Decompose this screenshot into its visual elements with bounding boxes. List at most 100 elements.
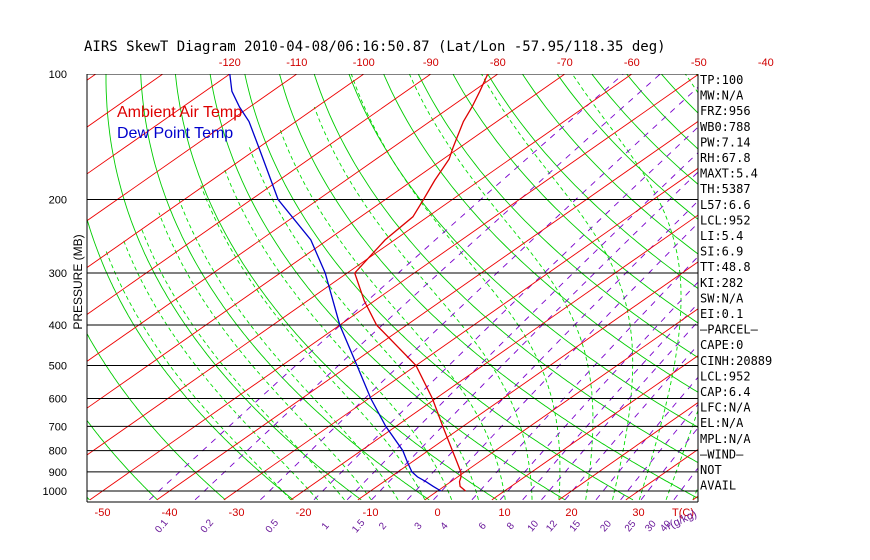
moist-adiabat-line [122,239,319,501]
pressure-tick: 500 [49,360,67,372]
mixing-ratio-line [595,376,698,501]
isotherm-line [0,65,42,500]
isotherm-line [424,308,698,501]
top-temp-tick: -40 [758,57,774,69]
isotherm-line [87,74,432,315]
stat-line: SI:6.9 [700,245,743,259]
mixing-ratio-label: 20 [598,518,614,534]
bottom-temp-tick: -50 [95,507,111,519]
top-temp-tick: -70 [557,57,573,69]
mixing-ratio-label: 0.1 [153,517,171,535]
moist-adiabat-line [313,106,533,500]
pressure-tick: 900 [49,467,67,479]
isotherm-line [87,74,566,409]
mixing-ratio-line [149,74,624,501]
mixing-ratio-line [194,74,661,501]
isotherm-line [357,261,698,501]
pressure-tick: 1000 [43,486,67,498]
dry-adiabat-line [87,419,158,501]
isobars [87,74,698,492]
mixing-ratio-label: 1 [320,520,332,532]
mixing-ratio-label: 30 [643,518,659,534]
moist-adiabat-line [158,212,372,501]
mixing-ratio-label: 8 [505,520,517,532]
dry-adiabat-line [244,74,634,501]
isotherm-line [87,74,97,81]
mixing-ratio-label: 25 [623,518,639,534]
stat-line: –PARCEL– [700,323,759,337]
dry-adiabat-line [790,65,870,500]
stat-line: CAP:6.4 [700,385,751,399]
mixing-ratio-label: 3 [413,520,425,532]
stat-line: CAPE:0 [700,338,743,352]
stat-line: L57:6.6 [700,198,751,212]
mixing-ratio-line [471,255,698,501]
mixing-ratio-line [499,281,698,501]
mixing-ratio-label: 12 [544,518,560,534]
mixing-ratio-line [640,427,698,501]
ambient-temp-line [353,74,489,492]
mixing-ratio-label: 2 [377,520,389,532]
bottom-temp-tick: 0 [434,507,440,519]
mixing-ratio-line [313,126,698,501]
stat-line: EI:0.1 [700,307,743,321]
isotherm-line [760,65,870,500]
pressure-tick: 700 [49,421,67,433]
top-temp-tick: -120 [219,57,241,69]
isotherm-line [223,167,698,501]
mixing-ratio-label: 1.5 [350,517,368,535]
pressure-tick: 100 [49,69,67,81]
stat-line: NOT [700,463,722,477]
stat-line: MAXT:5.4 [700,167,758,181]
mixing-ratio-label: 10 [526,518,542,534]
bottom-temp-tick: 30 [632,507,644,519]
isotherm-line [87,74,633,456]
stat-line: LI:5.4 [700,229,743,243]
stat-line: LCL:952 [700,213,751,227]
moist-adiabat-line [481,74,634,500]
moist-adiabat-line [248,147,479,500]
mixing-ratio-label: 0.5 [264,517,282,535]
pressure-tick: 300 [49,268,67,280]
isotherms [0,65,870,501]
stat-line: WB0:788 [700,120,751,134]
legend-dew-point: Dew Point Temp [117,125,233,142]
stat-line: MPL:N/A [700,432,751,446]
moist-adiabat-line [224,169,453,501]
stat-line: TH:5387 [700,182,751,196]
dry-adiabat-line [174,74,498,501]
bottom-temp-tick: 10 [498,507,510,519]
dry-adiabat-line [417,74,698,359]
isotherm-line [87,74,231,175]
dry-adiabat-line [0,65,22,500]
axes [86,74,699,503]
stat-line: FRZ:956 [700,104,751,118]
stat-line: RH:67.8 [700,151,751,165]
mixing-ratio-line [620,403,698,501]
dry-adiabat-line [521,74,698,255]
pressure-tick: 600 [49,393,67,405]
stat-line: KI:282 [700,276,743,290]
pressure-tick: 800 [49,446,67,458]
dry-adiabat-line [209,74,566,501]
plot-area [0,65,870,501]
moist-adiabat-line [350,74,561,500]
top-temp-tick: -110 [286,57,307,69]
top-temp-tick: -80 [490,57,506,69]
pressure-tick: 400 [49,320,67,332]
top-temp-tick: -100 [353,57,375,69]
moist-adiabat-line [200,185,426,501]
dry-adiabat-line [756,65,870,500]
mixing-ratio-line [433,222,698,501]
bottom-temp-tick: -30 [229,507,245,519]
stat-line: EL:N/A [700,416,744,430]
temp-unit-label: T(C) [672,507,694,519]
profile-series [229,74,489,492]
stat-line: CINH:20889 [700,354,772,368]
mixing-ratio-line [346,152,698,501]
stat-line: LCL:952 [700,369,751,383]
legend: Ambient Air Temp Dew Point Temp [117,104,242,142]
mixing-ratio-line [541,320,698,501]
